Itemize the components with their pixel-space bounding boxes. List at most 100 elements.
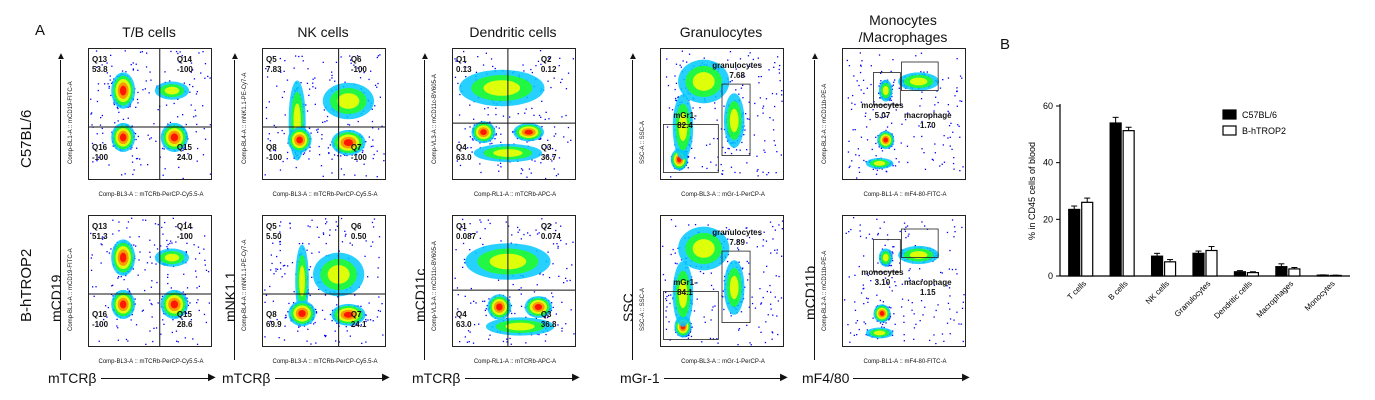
flow-plot: Q13 53.8 Q14 -100 Q16 -100 Q15 24.0 (88, 48, 212, 180)
y-channel-label: Comp-BL4-A :: mNK1.1-PE-Cy7-A (242, 239, 248, 331)
gate-box (873, 71, 901, 106)
gate-label: Q13 53.8 (92, 55, 108, 74)
bar (1122, 130, 1135, 277)
flow-plot: monocytes 5.07 macrophage 1.70 (842, 48, 966, 180)
arrow-up-icon: ▲ (56, 51, 66, 62)
x-channel-label: Comp-RL1-A :: mTCRb-APC-A (473, 192, 557, 198)
y-axis-label: mCD19 (48, 274, 64, 322)
x-channel-label: Comp-BL3-A :: mGr-1-PerCP-A (681, 192, 765, 198)
gate-box (901, 228, 939, 259)
dot-cloud (846, 52, 964, 179)
y-axis-arrow-line (234, 60, 235, 360)
row-label-c57bl6: C57BL/6 (18, 109, 35, 168)
gate-label: Q4 63.0 (456, 142, 472, 162)
gate-label: Q1 0.13 (456, 55, 472, 74)
legend-swatch (1222, 109, 1237, 120)
flow-plot: granulocytes 7.68 mGr1- 82.4 (660, 48, 784, 180)
x-channel-label: Comp-BL3-A :: mTCRb-PerCP-Cy5.5-A (272, 359, 378, 365)
x-axis-label: mTCRβ (222, 370, 275, 386)
x-tick-label: Macrophages (1255, 279, 1296, 320)
gate-label: Q14 -100 (176, 222, 193, 241)
arrow-up-icon: ▲ (810, 51, 820, 62)
gate-label: macrophage 1.70 (904, 111, 952, 131)
legend-label: B-hTROP2 (1242, 126, 1286, 136)
gate-box (721, 250, 751, 323)
dot-cloud (453, 216, 575, 346)
y-axis-label: mCD11c (412, 268, 428, 322)
dot-cloud (263, 49, 385, 179)
x-axis-arrow-line (66, 378, 210, 379)
gate-label: Q15 24.0 (176, 142, 193, 162)
bar (1205, 249, 1218, 277)
arrow-right-icon: ▶ (208, 372, 216, 383)
dot-cloud (663, 50, 783, 178)
gate-label: monocytes 3.10 (861, 268, 904, 287)
x-channel-label: Comp-BL3-A :: mTCRb-PerCP-Cy5.5-A (272, 192, 378, 198)
arrow-right-icon: ▶ (780, 372, 788, 383)
bar (1068, 208, 1081, 277)
bar (1192, 252, 1205, 277)
bar (1081, 201, 1094, 277)
dot-cloud (844, 217, 965, 345)
y-tick-label: 20 (1043, 214, 1053, 224)
bar (1109, 122, 1122, 277)
x-axis-label: mTCRβ (412, 370, 465, 386)
dot-cloud (89, 49, 211, 179)
arrow-up-icon: ▲ (628, 51, 638, 62)
x-axis-arrow-line (820, 378, 964, 379)
gate-label: Q15 28.6 (176, 309, 193, 329)
y-axis-arrow-line (60, 60, 61, 360)
gate-label: Q13 51.3 (92, 222, 108, 241)
gate-label: Q4 63.0 (456, 309, 472, 329)
dot-cloud (453, 49, 575, 179)
flow-plot: Q5 5.50 Q6 0.50 Q8 69.9 Q7 24.1 (262, 215, 386, 347)
y-axis-label: mCD11b (802, 265, 818, 320)
y-channel-label: Comp-BL1-A :: mCD19-FITC-A (68, 248, 74, 331)
x-axis-label: mTCRβ (48, 370, 101, 386)
bar-chart: 0 20 40 60 % in CD45 cells of blood T cells B … (1027, 101, 1350, 321)
y-axis-label: SSC (620, 293, 636, 322)
legend-swatch (1222, 125, 1237, 136)
gate-box (873, 238, 901, 273)
bar (1288, 268, 1301, 277)
y-axis-arrow-line (424, 60, 425, 360)
y-channel-label: Comp-BL1-A :: mCD19-FITC-A (68, 81, 74, 164)
arrow-right-icon: ▶ (572, 372, 580, 383)
flow-plot: Q5 7.83 Q6 -100 Q8 -100 Q7 -100 (262, 48, 386, 180)
flow-plot: monocytes 3.10 macrophage 1.15 (842, 215, 966, 347)
x-tick-label: B cells (1107, 279, 1130, 302)
y-channel-label: Comp-BL4-A :: mNK1.1-PE-Cy7-A (242, 72, 248, 164)
y-channel-label: Comp-VL3-A :: mCD11c-BV605-A (432, 74, 438, 164)
x-channel-label: Comp-BL1-A :: mF4-80-FITC-A (863, 192, 947, 198)
gate-box (663, 124, 719, 173)
y-tick-label: 0 (1048, 271, 1053, 281)
gate-label: Q8 -100 (266, 142, 283, 162)
panel-title: Monocytes /Macrophages (858, 12, 948, 45)
gate-label: Q5 7.83 (266, 55, 282, 74)
gate-label: Q1 0.087 (456, 222, 477, 241)
y-tick-label: 60 (1043, 101, 1053, 111)
dot-cloud (662, 219, 783, 346)
bar (1163, 261, 1177, 277)
arrow-up-icon: ▲ (420, 51, 430, 62)
panel-title: T/B cells (122, 24, 176, 40)
dot-cloud (263, 216, 385, 346)
flow-plot: Q13 51.3 Q14 -100 Q16 -100 Q15 28.6 (88, 215, 212, 347)
bar (1150, 255, 1164, 277)
gate-label: Q16 -100 (92, 309, 109, 329)
arrow-right-icon: ▶ (962, 372, 970, 383)
panel-title: Granulocytes (679, 24, 763, 40)
gate-label: Q7 24.1 (350, 309, 367, 329)
flow-plot: Q1 0.13 Q2 0.12 Q4 63.0 Q3 36.7 (452, 48, 576, 180)
gate-label: Q16 -100 (92, 142, 109, 162)
gate-label: Q7 -100 (350, 142, 367, 162)
y-channel-label: Comp-BL2-A :: mCD11b-PE-A (822, 250, 828, 331)
x-axis-label: mGr-1 (620, 370, 664, 386)
x-tick-label: Monocytes (1303, 279, 1337, 313)
dot-cloud (89, 216, 211, 346)
x-tick-label: Granulocytes (1173, 279, 1213, 319)
bar (1246, 272, 1260, 277)
gate-label: macrophage 1.15 (904, 278, 952, 298)
row-label-bhtrop2: B-hTROP2 (18, 248, 35, 322)
flow-plot: Q1 0.087 Q2 0.074 Q4 63.0 Q3 36.8 (452, 215, 576, 347)
